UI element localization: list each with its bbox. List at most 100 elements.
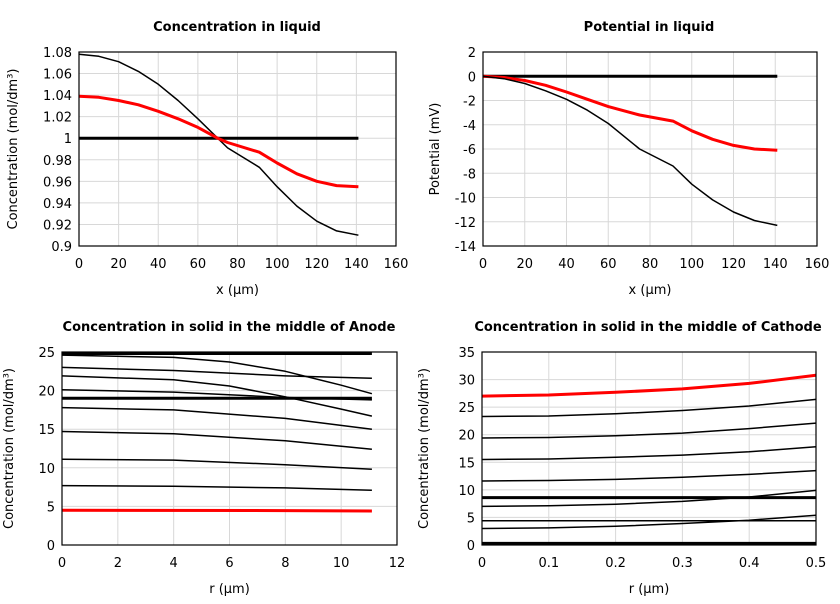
series-line-9 xyxy=(482,514,816,530)
series-line-2 xyxy=(482,398,816,418)
subplot-1: 0 20 40 60 80 100 120 140 160 0.9 0.92 0.94 0.96 0.98… xyxy=(6,20,408,298)
plot-frame xyxy=(482,51,818,247)
y-tick-label: -8 xyxy=(463,167,476,182)
y-tick-label: 1 xyxy=(64,132,72,147)
y-tick-label: -6 xyxy=(463,143,476,158)
y-tick-label: 20 xyxy=(38,385,55,400)
series-line-8 xyxy=(62,430,372,451)
series-line-11 xyxy=(62,508,372,513)
subplot-3: 0 2 4 6 8 10 12 0 5 10 15 20 25 Concentration in soli… xyxy=(2,320,405,597)
x-tick-label: 40 xyxy=(150,257,167,272)
y-tick-label: 0.96 xyxy=(43,175,72,190)
x-tick-label: 4 xyxy=(170,556,178,571)
y-tick-label: 0.94 xyxy=(43,197,72,212)
plot-frame xyxy=(61,351,398,546)
series-line-10 xyxy=(62,484,372,491)
y-tick-label: 1.08 xyxy=(43,46,72,61)
y-axis-label: Concentration (mol/dm³) xyxy=(417,368,432,529)
y-tick-label: 5 xyxy=(467,511,475,526)
chart-title: Concentration in solid in the middle of … xyxy=(63,320,396,335)
x-tick-label: 10 xyxy=(333,556,350,571)
x-tick-label: 0 xyxy=(75,257,83,272)
series-line-7 xyxy=(62,406,372,430)
x-tick-label: 0.2 xyxy=(605,556,626,571)
x-tick-label: 2 xyxy=(114,556,122,571)
x-axis-label: x (µm) xyxy=(629,283,672,298)
subplot-4: 0 0.1 0.2 0.3 0.4 0.5 0 5 10 15 20 25 30 35 Concentrat… xyxy=(417,320,826,597)
y-tick-label: 0 xyxy=(467,539,475,554)
x-axis-label: r (µm) xyxy=(629,582,670,597)
x-tick-label: 0 xyxy=(58,556,66,571)
y-tick-label: 5 xyxy=(47,500,55,515)
series-line-4 xyxy=(482,446,816,461)
x-tick-label: 80 xyxy=(642,257,659,272)
y-tick-label: 0 xyxy=(468,70,476,85)
series-line-3 xyxy=(483,75,778,227)
y-tick-label: -2 xyxy=(463,95,476,110)
x-tick-label: 0 xyxy=(479,257,487,272)
y-tick-label: -4 xyxy=(463,119,476,134)
x-tick-label: 120 xyxy=(721,257,746,272)
y-tick-label: 35 xyxy=(458,346,475,361)
chart-title: Concentration in liquid xyxy=(153,20,321,35)
x-tick-label: 140 xyxy=(344,257,369,272)
series-line-1 xyxy=(482,373,816,398)
y-tick-label: 0.98 xyxy=(43,154,72,169)
series-line-9 xyxy=(62,458,372,471)
x-tick-label: 0 xyxy=(478,556,486,571)
series-line-2 xyxy=(62,354,373,395)
series-line-5 xyxy=(482,469,816,482)
y-tick-label: -12 xyxy=(455,216,476,231)
y-tick-label: 1.02 xyxy=(43,111,72,126)
x-tick-label: 140 xyxy=(763,257,788,272)
series-line-7 xyxy=(482,489,816,508)
x-tick-label: 160 xyxy=(805,257,830,272)
x-axis-label: r (µm) xyxy=(209,582,250,597)
x-tick-label: 20 xyxy=(110,257,127,272)
y-axis-label: Concentration (mol/dm³) xyxy=(6,69,21,230)
y-tick-label: 1.06 xyxy=(43,68,72,83)
x-tick-label: 0.5 xyxy=(806,556,827,571)
x-tick-label: 100 xyxy=(265,257,290,272)
chart-title: Potential in liquid xyxy=(584,20,715,35)
y-tick-label: -10 xyxy=(455,192,476,207)
plot-frame xyxy=(481,351,817,546)
y-tick-label: 15 xyxy=(38,423,55,438)
series-line-3 xyxy=(482,422,816,439)
series-line-2 xyxy=(483,74,778,152)
x-tick-label: 6 xyxy=(225,556,233,571)
x-tick-label: 0.3 xyxy=(672,556,693,571)
y-axis-label: Potential (mV) xyxy=(428,103,443,196)
series-line-3 xyxy=(79,94,359,189)
y-tick-label: 10 xyxy=(38,462,55,477)
x-tick-label: 120 xyxy=(304,257,329,272)
x-tick-label: 60 xyxy=(190,257,207,272)
x-tick-label: 60 xyxy=(600,257,617,272)
y-tick-label: 0 xyxy=(47,539,55,554)
x-tick-label: 0.4 xyxy=(739,556,760,571)
x-tick-label: 12 xyxy=(389,556,406,571)
y-axis-label: Concentration (mol/dm³) xyxy=(2,368,17,529)
y-tick-label: 1.04 xyxy=(43,89,72,104)
y-tick-label: 2 xyxy=(468,46,476,61)
x-tick-label: 20 xyxy=(516,257,533,272)
x-tick-label: 40 xyxy=(558,257,575,272)
series-line-4 xyxy=(62,375,373,417)
x-axis-label: x (µm) xyxy=(216,283,259,298)
y-tick-label: 30 xyxy=(458,374,475,389)
y-tick-label: 15 xyxy=(458,456,475,471)
y-tick-label: -14 xyxy=(455,240,476,255)
series-line-3 xyxy=(62,366,372,379)
y-tick-label: 20 xyxy=(458,429,475,444)
x-tick-label: 160 xyxy=(384,257,409,272)
y-tick-label: 0.92 xyxy=(43,218,72,233)
subplot-2: 0 20 40 60 80 100 120 140 160 -14 -12 -10 -8 -6 -4 -2 0 2… xyxy=(428,20,829,298)
x-tick-label: 80 xyxy=(229,257,246,272)
y-tick-label: 0.9 xyxy=(51,240,72,255)
plot-frame xyxy=(78,51,397,247)
x-tick-label: 100 xyxy=(679,257,704,272)
chart-title: Concentration in solid in the middle of … xyxy=(474,320,822,335)
x-tick-label: 0.1 xyxy=(538,556,559,571)
